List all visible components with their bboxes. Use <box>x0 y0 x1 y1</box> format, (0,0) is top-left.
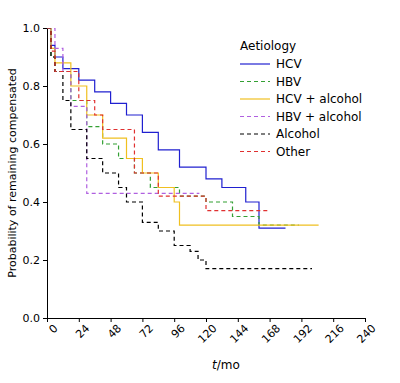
y-tick-label: 1.0 <box>23 22 41 35</box>
chart: 0244872961201441681922162400.00.20.40.60… <box>0 0 400 383</box>
series-line <box>47 28 270 211</box>
legend: Aetiology HCV HBV HCV + alcohol HBV + alcoho… <box>240 39 362 159</box>
x-axis-line <box>48 319 366 323</box>
x-tick-mark <box>79 318 80 322</box>
y-axis-line <box>43 29 48 319</box>
legend-title: Aetiology <box>240 39 296 53</box>
legend-swatch <box>240 133 270 134</box>
x-tick-mark <box>111 318 112 322</box>
y-tick: 0.4 <box>23 196 48 209</box>
series-line <box>47 28 286 228</box>
x-tick-label: 192 <box>291 322 315 346</box>
legend-swatch <box>240 81 270 82</box>
x-tick: 192 <box>291 318 315 346</box>
y-tick-label: 0.0 <box>23 312 41 325</box>
y-tick: 0.2 <box>23 254 48 267</box>
y-tick-label: 0.6 <box>23 138 41 151</box>
legend-label: Alcohol <box>276 127 320 141</box>
y-tick-label: 0.4 <box>23 196 41 209</box>
x-tick: 0 <box>46 318 60 336</box>
x-tick-mark <box>333 318 334 322</box>
y-tick-mark <box>43 86 47 87</box>
y-tick-mark <box>43 144 47 145</box>
x-tick-label: 168 <box>259 322 283 346</box>
x-tick-label: 96 <box>169 322 188 341</box>
x-tick-mark <box>365 318 366 322</box>
lines <box>47 28 319 269</box>
series-line <box>47 28 312 269</box>
y-tick-mark <box>43 202 47 203</box>
x-tick: 240 <box>355 318 379 346</box>
x-tick-label: 48 <box>105 322 124 341</box>
x-tick-label: 0 <box>46 322 60 336</box>
legend-label: HBV <box>276 75 302 89</box>
y-axis-title: Probability of remaining compensated <box>6 68 19 278</box>
x-tick-mark <box>174 318 175 322</box>
x-axis: 0 24 48 72 96 120 144 168 192 216 240 <box>46 318 378 346</box>
x-tick-mark <box>301 318 302 322</box>
y-tick-label: 0.8 <box>23 80 41 93</box>
y-tick: 1.0 <box>23 22 48 35</box>
y-tick: 0.6 <box>23 138 48 151</box>
legend-swatch <box>240 151 270 152</box>
legend-label: Other <box>276 145 310 159</box>
x-tick-label: 216 <box>323 322 347 346</box>
x-tick-label: 72 <box>137 322 156 341</box>
legend-label: HCV <box>276 57 302 71</box>
x-tick-mark <box>206 318 207 322</box>
x-tick-label: 240 <box>355 322 379 346</box>
x-tick-mark <box>142 318 143 322</box>
x-tick: 72 <box>137 318 156 341</box>
x-tick: 168 <box>259 318 283 346</box>
x-tick-mark <box>270 318 271 322</box>
x-tick-mark <box>238 318 239 322</box>
y-tick-mark <box>43 318 47 319</box>
y-tick-mark <box>43 260 47 261</box>
x-tick: 216 <box>323 318 347 346</box>
legend-label: HBV + alcohol <box>276 110 362 124</box>
legend-swatch <box>240 116 270 117</box>
x-tick-label: 144 <box>227 322 251 346</box>
x-tick-label: 24 <box>73 322 92 341</box>
x-tick-label: 120 <box>196 322 220 346</box>
x-axis-title: t/mo <box>212 358 240 372</box>
y-tick-mark <box>43 28 47 29</box>
y-axis: 0.0 0.2 0.4 0.6 0.8 1.0 <box>23 22 48 325</box>
x-tick: 144 <box>227 318 251 346</box>
y-tick: 0.0 <box>23 312 48 325</box>
plot: 0244872961201441681922162400.00.20.40.60… <box>23 22 379 346</box>
x-tick: 48 <box>105 318 124 341</box>
x-tick: 120 <box>196 318 220 346</box>
y-tick: 0.8 <box>23 80 48 93</box>
legend-swatch <box>240 98 270 99</box>
x-tick: 24 <box>73 318 92 341</box>
series-line <box>47 28 199 193</box>
series-line <box>47 28 299 225</box>
legend-swatch <box>240 63 270 64</box>
y-tick-label: 0.2 <box>23 254 41 267</box>
x-tick: 96 <box>169 318 188 341</box>
legend-label: HCV + alcohol <box>276 92 362 106</box>
